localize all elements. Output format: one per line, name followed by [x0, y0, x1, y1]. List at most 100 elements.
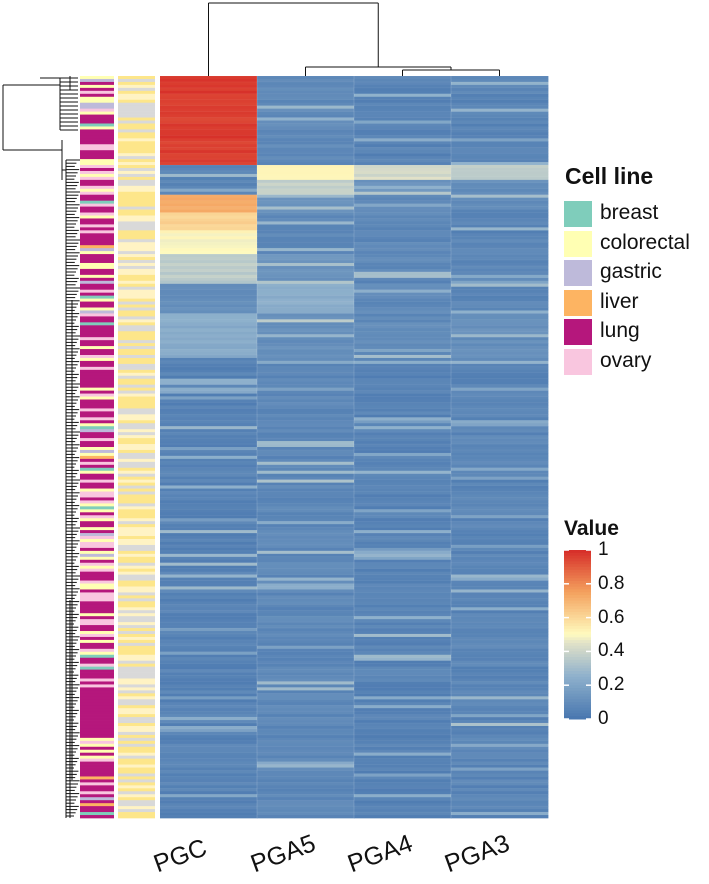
heatmap-cell — [451, 286, 549, 291]
annotation-cell — [118, 622, 155, 626]
annotation-cell — [80, 271, 114, 276]
heatmap-cell — [257, 654, 355, 659]
heatmap-cell — [257, 408, 355, 412]
annotation-cell — [80, 423, 114, 427]
heatmap-cell — [160, 699, 258, 703]
heatmap-cell — [257, 242, 355, 246]
annotation-cell — [118, 384, 155, 388]
annotation-cell — [80, 153, 114, 157]
heatmap-cell — [257, 271, 355, 276]
heatmap-cell — [354, 93, 452, 98]
annotation-cell — [80, 331, 114, 335]
heatmap-cell — [354, 625, 452, 629]
annotation-cell — [80, 622, 114, 626]
annotation-cell — [80, 242, 114, 246]
heatmap-cell — [257, 720, 355, 724]
annotation-cell — [80, 491, 114, 495]
annotation-cell — [80, 767, 114, 771]
heatmap-cell — [354, 806, 452, 810]
heatmap-cell — [354, 639, 452, 644]
heatmap-cell — [451, 758, 549, 762]
heatmap-cell — [160, 687, 258, 691]
heatmap-cell — [451, 147, 549, 151]
heatmap-cell — [354, 78, 452, 83]
heatmap-cell — [451, 536, 549, 540]
heatmap-cell — [451, 684, 549, 688]
heatmap-cell — [160, 500, 258, 504]
legend-swatch — [564, 201, 592, 227]
heatmap-cell — [257, 458, 355, 463]
heatmap-cell — [354, 791, 452, 795]
annotation-cell — [118, 696, 155, 700]
annotation-cell — [118, 503, 155, 507]
heatmap-cell — [257, 111, 355, 115]
annotation-cell — [80, 696, 114, 700]
heatmap-cell — [354, 785, 452, 789]
heatmap-cell — [257, 423, 355, 427]
colorbar-segment — [564, 637, 591, 641]
heatmap-cell — [257, 322, 355, 326]
heatmap-cell — [160, 316, 258, 320]
annotation-cell — [80, 268, 114, 273]
annotation-cell — [80, 800, 114, 804]
heatmap-cell — [354, 660, 452, 665]
annotation-cell — [118, 147, 155, 151]
annotation-cell — [80, 749, 114, 754]
heatmap-cell — [257, 746, 355, 751]
annotation-cell — [118, 248, 155, 252]
heatmap-cell — [257, 372, 355, 377]
annotation-cell — [118, 452, 155, 457]
heatmap-cell — [160, 503, 258, 507]
heatmap-cell — [257, 791, 355, 795]
heatmap-cell — [160, 746, 258, 751]
heatmap-cell — [257, 705, 355, 709]
annotation-cell — [118, 758, 155, 762]
heatmap-cell — [160, 87, 258, 92]
heatmap-cell — [160, 524, 258, 528]
annotation-cell — [80, 595, 114, 599]
annotation-cell — [80, 521, 114, 525]
heatmap-cell — [160, 262, 258, 267]
heatmap-cell — [451, 622, 549, 626]
heatmap-cell — [257, 87, 355, 92]
annotation-cell — [118, 479, 155, 483]
annotation-cell — [80, 260, 114, 264]
heatmap-cell — [160, 604, 258, 608]
heatmap-cell — [160, 390, 258, 394]
annotation-cell — [118, 625, 155, 629]
annotation-cell — [118, 714, 155, 718]
heatmap-cell — [257, 384, 355, 388]
heatmap-cell — [354, 289, 452, 294]
heatmap-cell — [354, 316, 452, 320]
heatmap-cell — [354, 405, 452, 409]
annotation-cell — [80, 78, 114, 83]
colorbar-segment — [564, 611, 591, 616]
heatmap-cell — [354, 236, 452, 240]
heatmap-cell — [354, 212, 452, 216]
heatmap-cell — [354, 794, 452, 798]
heatmap-cell — [354, 343, 452, 347]
annotation-cell — [80, 441, 114, 445]
heatmap-cell — [354, 271, 452, 276]
legend-title: Cell line — [565, 163, 654, 189]
heatmap-cell — [451, 574, 549, 578]
annotation-cell — [118, 708, 155, 712]
heatmap-cell — [451, 384, 549, 388]
heatmap-cell — [160, 586, 258, 590]
heatmap-cell — [451, 357, 549, 362]
heatmap-cell — [257, 360, 355, 365]
heatmap-cell — [257, 544, 355, 549]
heatmap-cell — [160, 794, 258, 798]
annotation-cell — [80, 129, 114, 133]
heatmap-cell — [451, 173, 549, 178]
heatmap-cell — [257, 565, 355, 570]
heatmap-cell — [354, 583, 452, 587]
heatmap-cell — [354, 435, 452, 439]
annotation-cell — [80, 678, 114, 682]
heatmap-cell — [160, 251, 258, 255]
colorbar-segment — [564, 589, 591, 593]
annotation-cell — [118, 539, 155, 543]
annotation-cell — [118, 447, 155, 451]
annotation-cell — [118, 577, 155, 581]
heatmap-cell — [451, 301, 549, 305]
